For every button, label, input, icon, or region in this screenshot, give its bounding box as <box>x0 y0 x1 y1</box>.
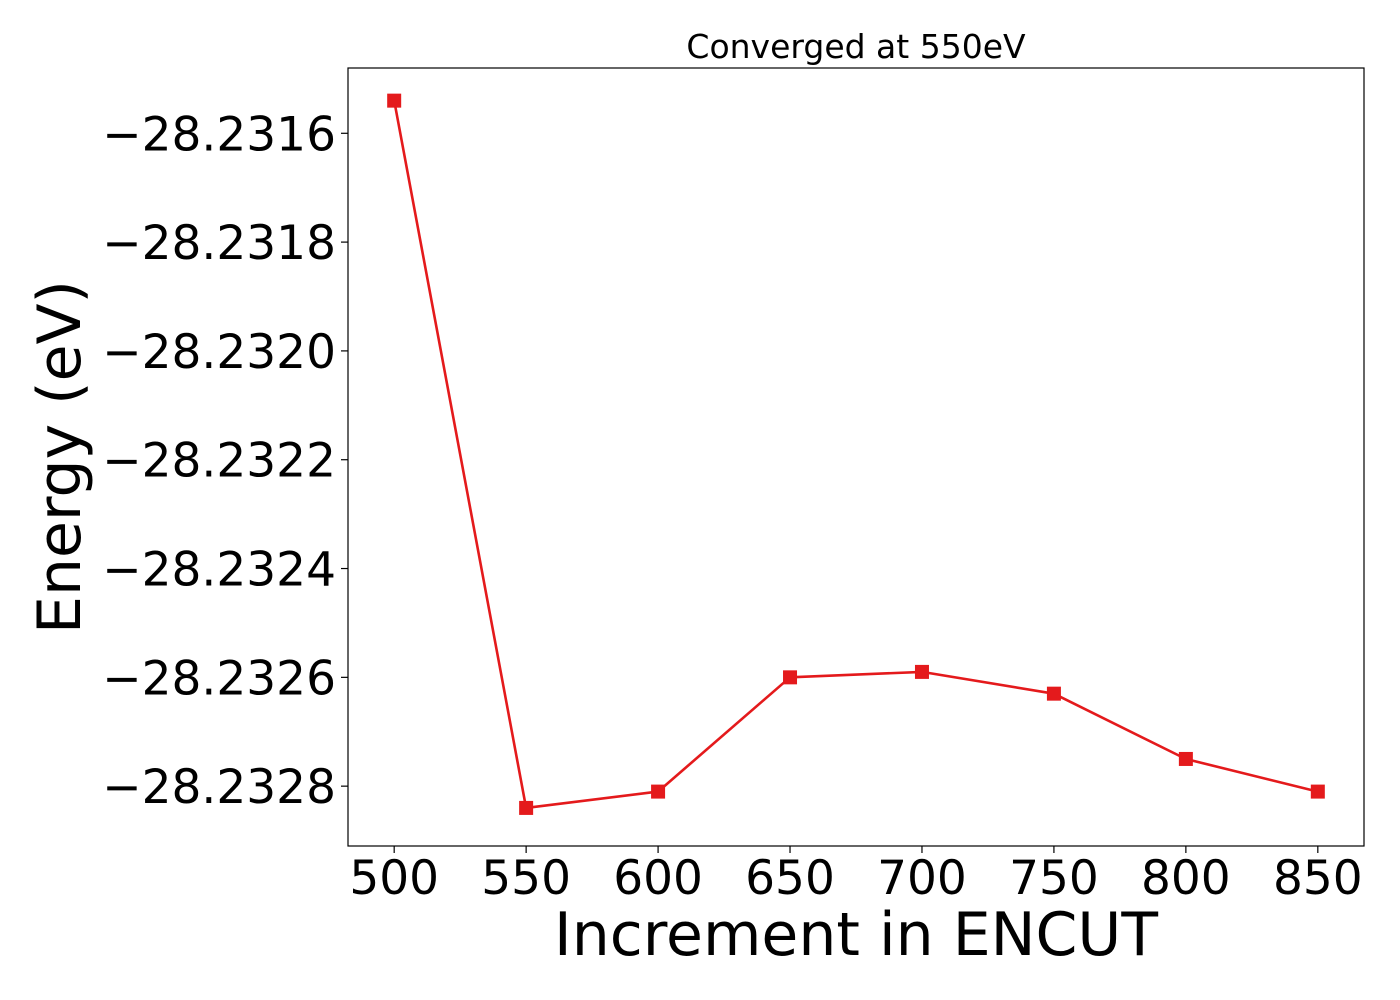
plot-frame <box>347 67 1365 847</box>
data-point-marker <box>387 93 402 108</box>
data-point-marker <box>1046 686 1061 701</box>
y-tick-label: −28.2324 <box>102 543 336 598</box>
x-tick-label: 700 <box>877 851 967 906</box>
y-axis-title: Energy (eV) <box>25 280 95 634</box>
data-point-marker <box>1178 751 1193 766</box>
y-tick-label: −28.2316 <box>102 107 336 162</box>
x-tick-label: 550 <box>481 851 571 906</box>
x-tick-label: 500 <box>349 851 439 906</box>
y-tick-label: −28.2320 <box>102 325 336 380</box>
x-tick-label: 750 <box>1009 851 1099 906</box>
x-tick-label: 850 <box>1273 851 1363 906</box>
y-tick-label: −28.2328 <box>102 760 336 815</box>
x-tick-label: 800 <box>1141 851 1231 906</box>
data-point-marker <box>1310 784 1325 799</box>
data-point-marker <box>519 800 534 815</box>
y-axis-ticks: −28.2316 −28.2318 −28.2320 −28.2322 −28.2324… <box>102 107 348 815</box>
y-tick-label: −28.2318 <box>102 216 336 271</box>
data-point-marker <box>783 670 798 685</box>
x-tick-label: 600 <box>613 851 703 906</box>
x-axis-title: Increment in ENCUT <box>554 900 1158 970</box>
y-tick-label: −28.2322 <box>102 434 336 489</box>
series-line <box>392 100 1319 810</box>
data-point-marker <box>914 664 929 679</box>
data-point-marker <box>651 784 666 799</box>
x-axis-ticks: 500 550 600 650 700 750 800 850 <box>349 846 1363 906</box>
x-tick-label: 650 <box>745 851 835 906</box>
series-layer <box>387 93 1325 815</box>
chart-title: Converged at 550eV <box>686 27 1026 66</box>
y-tick-label: −28.2326 <box>102 651 336 706</box>
